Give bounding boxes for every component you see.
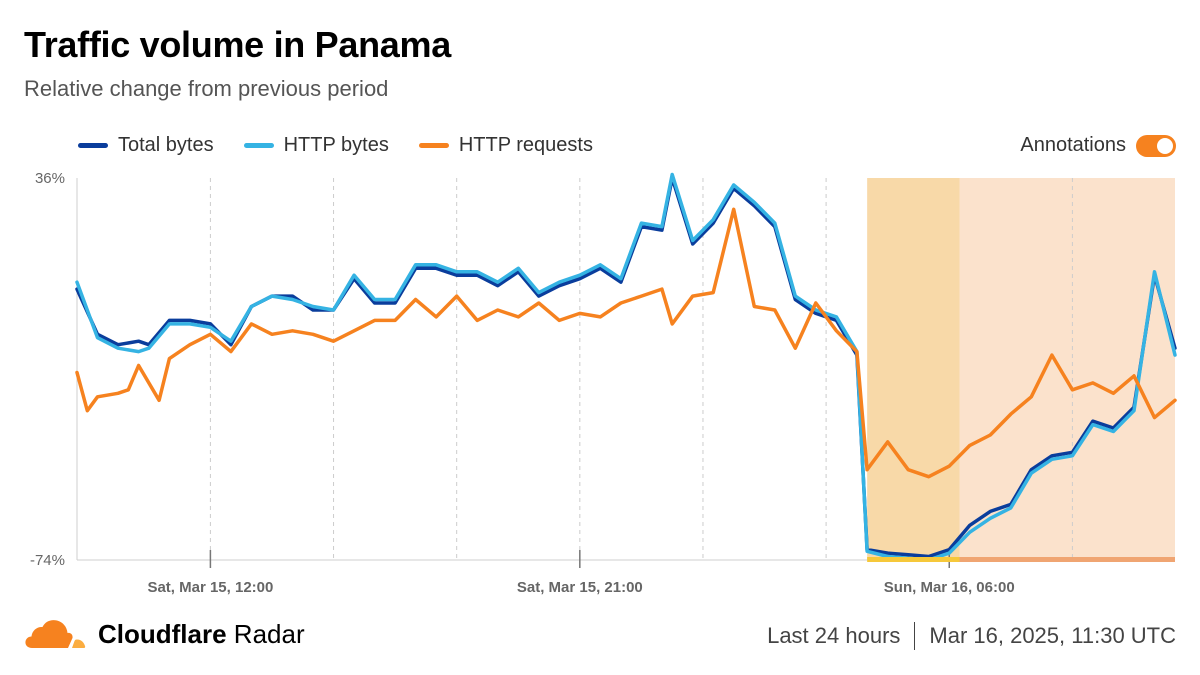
annotations-toggle-knob bbox=[1157, 137, 1173, 154]
time-range: Last 24 hours bbox=[767, 623, 901, 648]
timestamp: Mar 16, 2025, 11:30 UTC bbox=[929, 623, 1176, 648]
series-line-http-bytes bbox=[75, 172, 1177, 562]
chart-title: Traffic volume in Panama bbox=[24, 24, 451, 65]
footer-meta: Last 24 hours Mar 16, 2025, 11:30 UTC bbox=[767, 622, 1176, 650]
brand-name-bold: Cloudflare bbox=[98, 618, 227, 649]
x-axis-labels: Sat, Mar 15, 12:00 Sat, Mar 15, 21:00 Sun,… bbox=[147, 550, 1015, 596]
x-tick-label-1: Sat, Mar 15, 21:00 bbox=[517, 579, 643, 596]
legend-swatch-http-bytes bbox=[243, 143, 274, 148]
series-line-http-requests bbox=[75, 207, 1177, 479]
brand-name: Cloudflare Radar bbox=[98, 619, 305, 650]
brand-name-regular: Radar bbox=[226, 618, 305, 649]
legend-swatch-http-requests bbox=[418, 143, 449, 148]
legend-item-http-requests[interactable]: HTTP requests bbox=[418, 134, 593, 157]
x-tick-label-2: Sun, Mar 16, 06:00 bbox=[884, 579, 1015, 596]
cloudflare-cloud-icon bbox=[25, 620, 86, 648]
legend-label-http-bytes: HTTP bytes bbox=[283, 134, 389, 156]
legend-swatch-total-bytes bbox=[78, 143, 108, 148]
annotations-label: Annotations bbox=[1020, 134, 1126, 156]
annotations-control: Annotations bbox=[1020, 134, 1176, 157]
line-chart: 36% -74% Sat, Mar 15, 12:00 Sat, Mar 15, 2… bbox=[30, 170, 1177, 596]
legend-item-total-bytes[interactable]: Total bytes bbox=[78, 134, 214, 157]
legend-label-total-bytes: Total bytes bbox=[118, 134, 214, 156]
annotation-bands bbox=[867, 178, 1175, 560]
x-tick-label-0: Sat, Mar 15, 12:00 bbox=[147, 579, 273, 596]
legend-item-http-bytes[interactable]: HTTP bytes bbox=[243, 134, 389, 157]
cloudflare-radar-logo: Cloudflare Radar bbox=[24, 618, 305, 650]
legend-label-http-requests: HTTP requests bbox=[458, 134, 593, 156]
footer-separator bbox=[914, 622, 916, 650]
annotation-band-0 bbox=[867, 178, 960, 560]
y-axis-labels: 36% -74% bbox=[30, 170, 65, 569]
annotation-band-1 bbox=[959, 178, 1175, 560]
annotation-bars bbox=[867, 557, 1175, 562]
y-tick-label-0: 36% bbox=[35, 170, 65, 187]
legend: Total bytes HTTP bytes HTTP requests bbox=[78, 134, 593, 157]
annotations-toggle[interactable] bbox=[1136, 134, 1176, 157]
annotation-bar-0 bbox=[867, 557, 960, 562]
y-tick-label-1: -74% bbox=[30, 552, 65, 569]
annotation-bar-1 bbox=[959, 557, 1175, 562]
chart-subtitle: Relative change from previous period bbox=[24, 76, 389, 101]
series-lines bbox=[75, 172, 1177, 562]
